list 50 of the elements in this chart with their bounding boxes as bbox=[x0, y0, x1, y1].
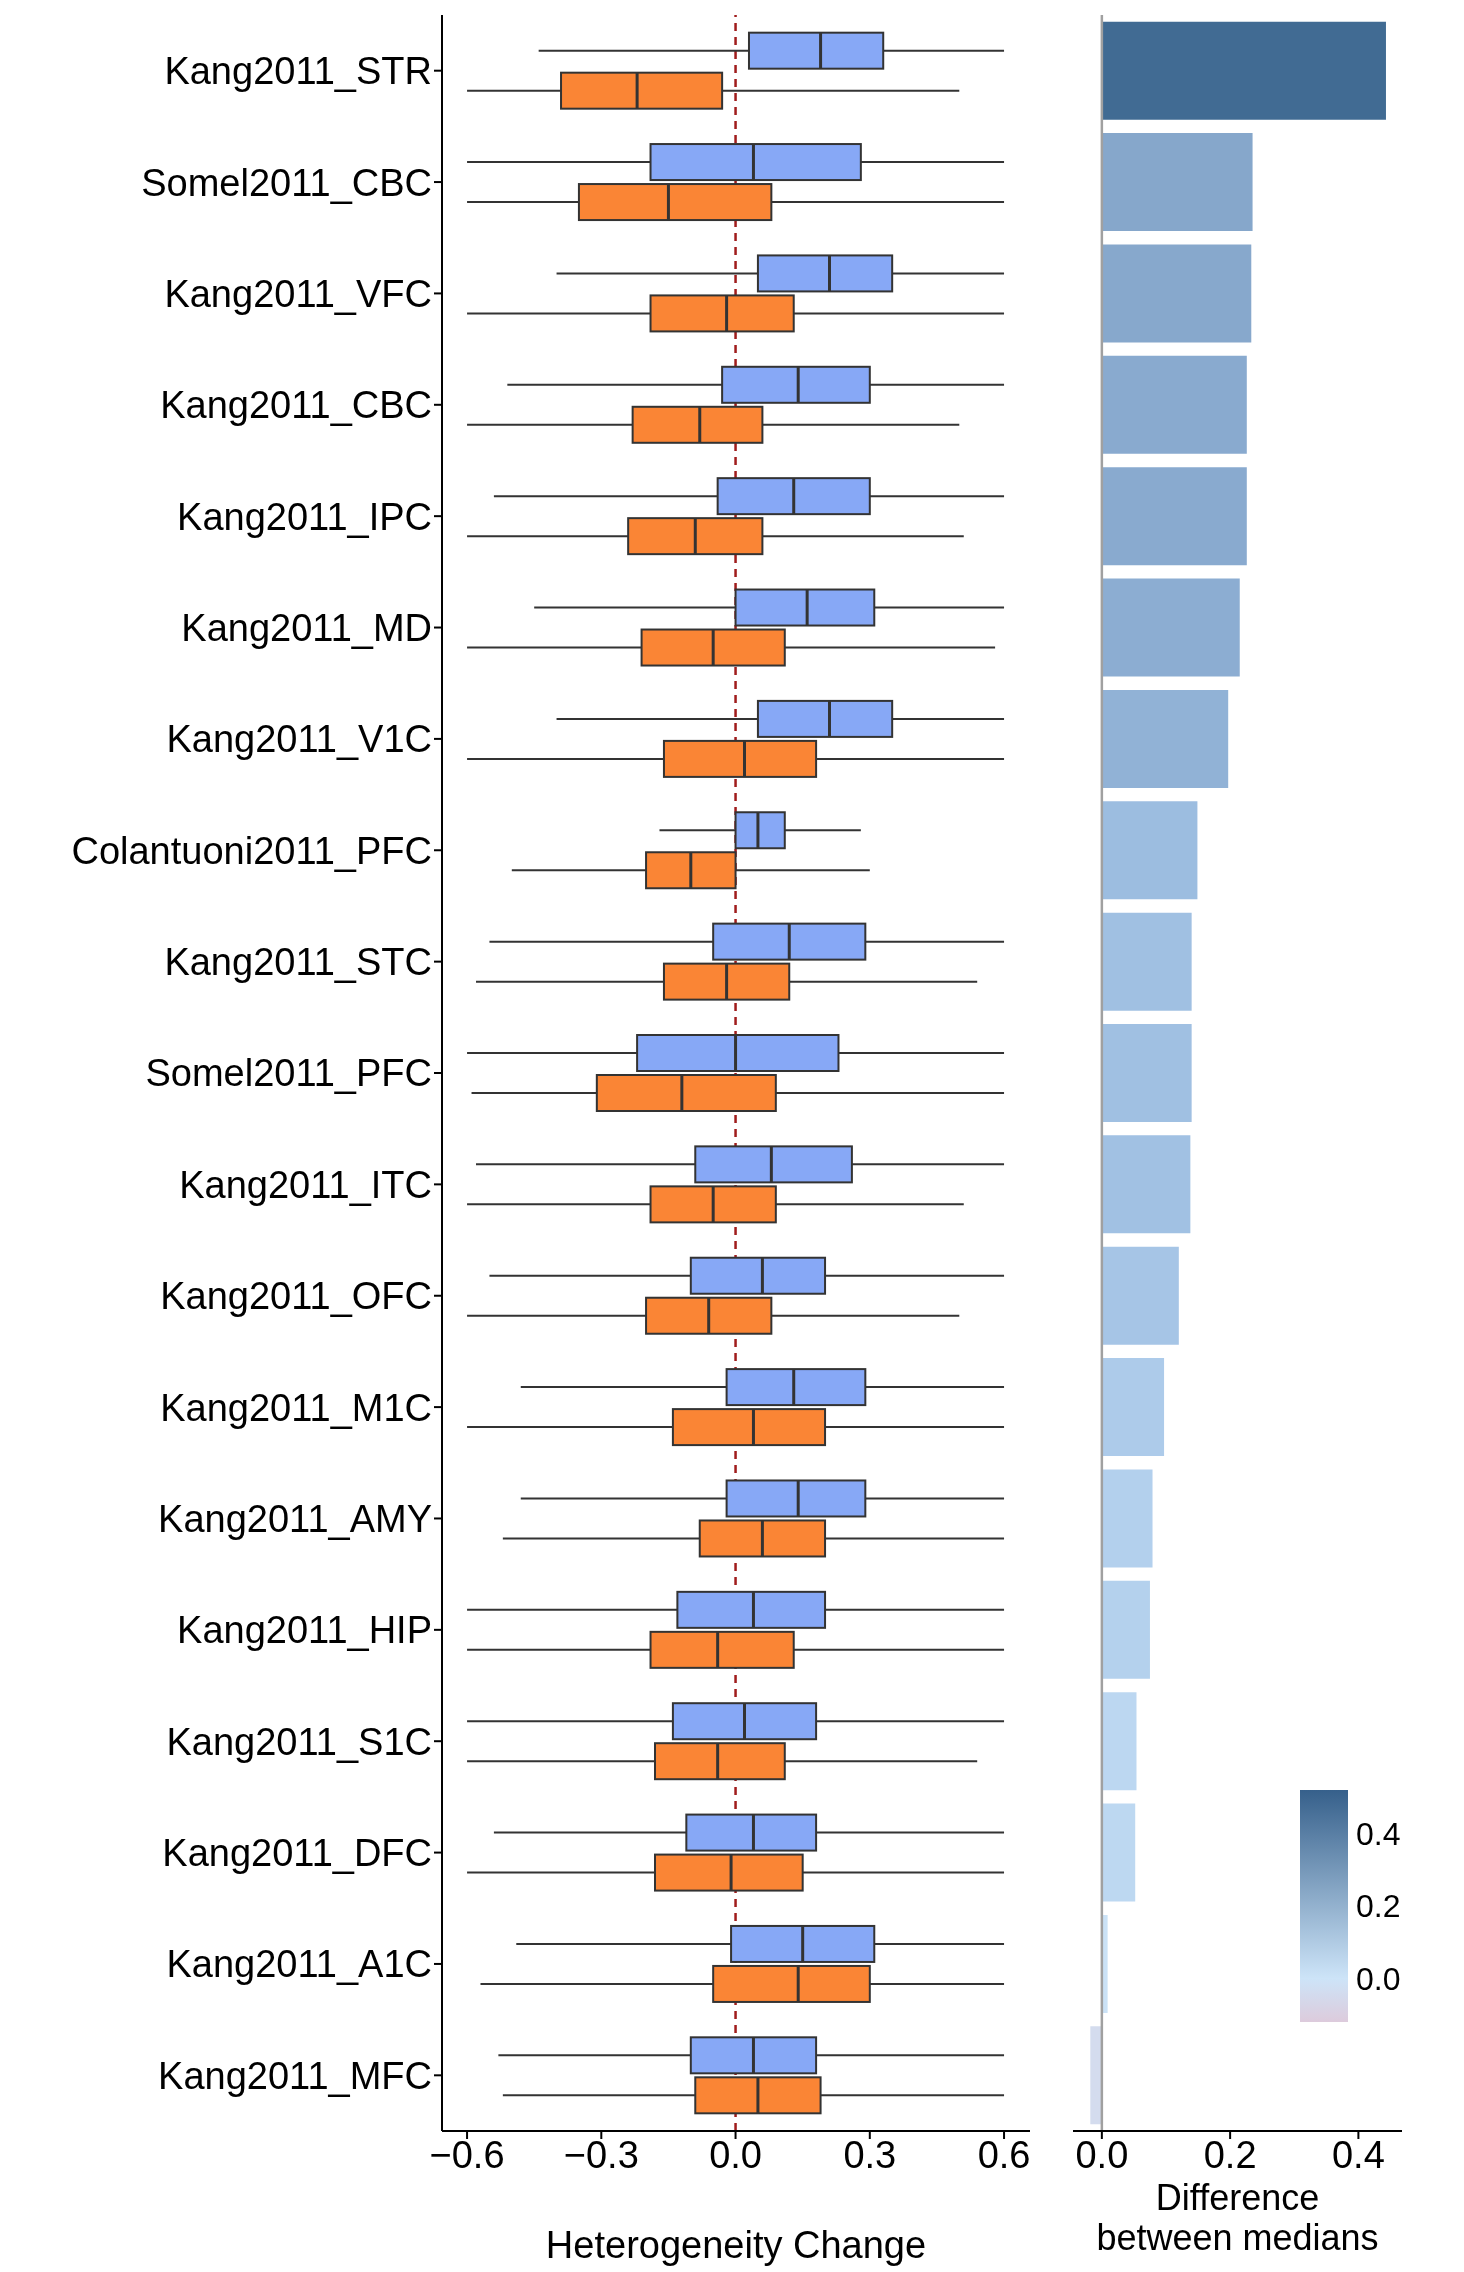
x-tick-label: −0.3 bbox=[563, 2133, 639, 2176]
bar bbox=[1101, 1024, 1192, 1122]
x-tick-label: 0.0 bbox=[1075, 2133, 1129, 2176]
y-tick-label: Somel2011_CBC bbox=[141, 161, 432, 204]
bar bbox=[1101, 467, 1247, 566]
bar bbox=[1101, 244, 1252, 343]
x-tick-label: 0.6 bbox=[977, 2133, 1031, 2176]
x-axis-title: Difference between medians bbox=[1095, 2177, 1380, 2258]
y-tick-label: Colantuoni2011_PFC bbox=[71, 829, 432, 872]
x-tick-label: 0.0 bbox=[709, 2133, 762, 2176]
x-tick-label: 0.3 bbox=[843, 2133, 897, 2176]
bar bbox=[1101, 1803, 1136, 1902]
y-tick-label: Kang2011_OFC bbox=[160, 1275, 432, 1318]
x-tick-label: −0.6 bbox=[429, 2133, 505, 2176]
y-tick-label: Kang2011_STR bbox=[164, 50, 432, 93]
y-tick-label: Kang2011_MFC bbox=[158, 2054, 432, 2097]
y-tick-label: Kang2011_STC bbox=[164, 941, 432, 984]
bar bbox=[1101, 912, 1192, 1011]
bar bbox=[1101, 1246, 1179, 1345]
annotation: 0.0 bbox=[1356, 1960, 1401, 1997]
y-tick-label: Kang2011_MD bbox=[181, 607, 432, 650]
y-tick-label: Kang2011_IPC bbox=[177, 495, 432, 538]
bar bbox=[1101, 1692, 1137, 1791]
bar bbox=[1101, 689, 1229, 788]
y-tick-label: Kang2011_VFC bbox=[164, 272, 432, 315]
x-tick-label: 0.2 bbox=[1203, 2133, 1257, 2176]
x-tick-label: 0.4 bbox=[1331, 2133, 1385, 2176]
y-tick-label: Kang2011_CBC bbox=[160, 384, 432, 427]
x-axis-title: Heterogeneity Change bbox=[545, 2224, 927, 2266]
bar bbox=[1101, 355, 1247, 454]
annotation: 0.4 bbox=[1356, 1815, 1401, 1852]
bar bbox=[1101, 1469, 1153, 1568]
annotation: 0.2 bbox=[1356, 1888, 1401, 1924]
bar bbox=[1101, 1580, 1150, 1679]
bar bbox=[1101, 801, 1198, 900]
bar bbox=[1101, 1135, 1191, 1234]
y-tick-label: Kang2011_V1C bbox=[166, 718, 432, 761]
bar bbox=[1101, 21, 1386, 120]
bar bbox=[1101, 1358, 1165, 1457]
bar bbox=[1101, 578, 1240, 677]
bar bbox=[1090, 2026, 1102, 2125]
y-tick-label: Kang2011_HIP bbox=[177, 1609, 432, 1652]
y-tick-label: Kang2011_M1C bbox=[160, 1386, 432, 1429]
y-tick-label: Kang2011_A1C bbox=[166, 1943, 432, 1986]
y-tick-label: Kang2011_DFC bbox=[162, 1832, 432, 1875]
y-tick-label: Kang2011_AMY bbox=[158, 1497, 432, 1540]
y-tick-label: Kang2011_ITC bbox=[179, 1163, 432, 1206]
y-tick-label: Somel2011_PFC bbox=[145, 1052, 432, 1095]
bar bbox=[1101, 133, 1253, 232]
y-tick-label: Kang2011_S1C bbox=[166, 1720, 432, 1763]
